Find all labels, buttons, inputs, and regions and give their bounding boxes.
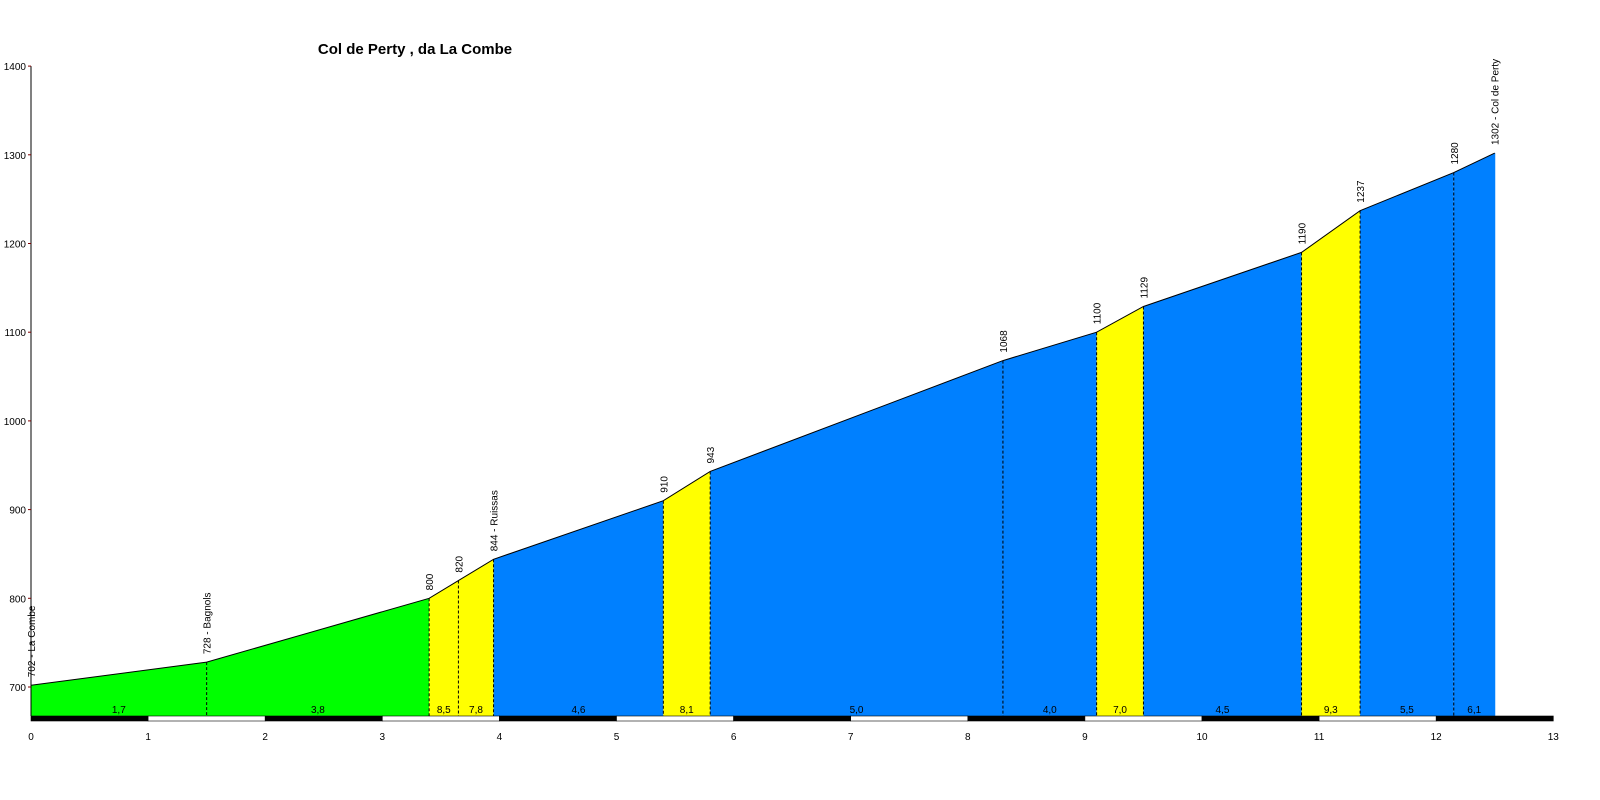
elevation-label-10: 1129: [1139, 277, 1150, 299]
segment-fill-10: [1143, 252, 1302, 716]
x-tick-label-11: 11: [1314, 732, 1325, 743]
gradient-label-2: 3,8: [311, 705, 325, 716]
gradient-label-3: 8,5: [437, 705, 451, 716]
y-axis: 700 800 900 1000 1100 1200 1300 1400: [4, 62, 32, 716]
segment-fill-6: [663, 471, 711, 716]
scale-bar-km-11: [1318, 715, 1437, 722]
scale-bar-km-2: [264, 715, 383, 722]
elevation-label-7: 943: [706, 446, 717, 463]
scale-bar-km-7: [850, 715, 969, 722]
x-tick-label-3: 3: [380, 732, 386, 743]
scale-bar-km-9: [1084, 715, 1203, 722]
segment-fill-4: [458, 559, 494, 716]
scale-bar-km-6: [733, 715, 851, 722]
y-tick-label-700: 700: [9, 683, 26, 694]
gradient-label-6: 8,1: [680, 705, 694, 716]
segment-fill-1: [31, 662, 207, 716]
segment-fill-5: [493, 500, 664, 716]
y-tick-label-1300: 1300: [4, 151, 27, 162]
segment-fills: [31, 153, 1495, 717]
x-tick-label-13: 13: [1548, 732, 1560, 743]
scale-bar-km-3: [381, 715, 500, 722]
x-tick-label-5: 5: [614, 732, 620, 743]
profile-line: [30, 152, 1495, 686]
scale-bar-km-12: [1435, 715, 1554, 722]
y-tick-label-1000: 1000: [4, 417, 27, 428]
chart-title: Col de Perty , da La Combe: [318, 41, 512, 58]
gradient-label-10: 4,5: [1216, 705, 1230, 716]
elevation-label-4: 820: [454, 555, 465, 572]
elevation-label-14: 1302 - Col de Perty: [1491, 59, 1502, 145]
scale-bar-km-5: [616, 715, 734, 722]
x-tick-label-6: 6: [731, 732, 737, 743]
y-tick-label-800: 800: [9, 594, 26, 605]
elevation-label-11: 1190: [1298, 222, 1309, 244]
y-tick-label-1200: 1200: [4, 240, 27, 251]
gradient-label-7: 5,0: [850, 705, 864, 716]
elevation-label-2: 728 - Bagnols: [203, 592, 214, 654]
elevation-label-9: 1100: [1093, 302, 1104, 324]
y-tick-label-1100: 1100: [4, 328, 26, 339]
scale-bar-km-4: [499, 715, 617, 722]
profile-outline: [30, 152, 1495, 686]
elevation-label-12: 1237: [1356, 180, 1367, 203]
gradient-label-5: 4,6: [571, 705, 585, 716]
x-tick-label-8: 8: [965, 732, 971, 743]
elevation-label-1: 702 - La Combe: [27, 605, 38, 677]
scale-bar-km-8: [967, 715, 1086, 722]
scale-bar-km-1: [147, 715, 266, 722]
x-tick-label-10: 10: [1196, 732, 1208, 743]
elevation-labels: 702 - La Combe 728 - Bagnols 800 820 844 - R…: [27, 59, 1502, 677]
segment-fill-7: [710, 360, 1003, 716]
x-tick-label-7: 7: [848, 732, 854, 743]
scale-bar-km-0: [30, 715, 149, 722]
elevation-label-5: 844 - Ruissas: [490, 490, 501, 551]
gradient-label-12: 5,5: [1400, 705, 1414, 716]
y-tick-label-1400: 1400: [4, 62, 27, 73]
segment-fill-11: [1301, 210, 1361, 716]
segment-fill-9: [1096, 306, 1144, 716]
segment-fill-12: [1360, 172, 1454, 717]
x-tick-label-0: 0: [28, 732, 34, 743]
gradient-label-1: 1,7: [112, 705, 126, 716]
gradient-label-11: 9,3: [1324, 705, 1338, 716]
elevation-label-13: 1280: [1450, 142, 1461, 165]
x-tick-label-9: 9: [1082, 732, 1088, 743]
elevation-label-8: 1068: [999, 330, 1010, 353]
segment-fill-8: [1002, 332, 1097, 716]
x-axis: 0 1 2 3 4 5 6 7 8 9 10 11 12 13: [28, 715, 1560, 743]
x-tick-label-1: 1: [145, 732, 151, 743]
gradient-label-8: 4,0: [1043, 705, 1057, 716]
elevation-label-3: 800: [425, 573, 436, 590]
x-tick-label-12: 12: [1431, 732, 1443, 743]
y-tick-label-900: 900: [9, 506, 26, 517]
elevation-label-6: 910: [659, 476, 670, 493]
gradient-labels: 1,7 3,8 8,5 7,8 4,6 8,1 5,0 4,0 7,0 4,5 9,3 5,5 6,1: [112, 705, 1482, 716]
gradient-label-9: 7,0: [1113, 705, 1127, 716]
segment-fill-2: [206, 598, 430, 716]
gradient-label-13: 6,1: [1467, 705, 1481, 716]
segment-separators: [206, 153, 1496, 716]
scale-bar-km-10: [1201, 715, 1320, 722]
gradient-label-4: 7,8: [469, 705, 483, 716]
segment-fill-13: [1453, 153, 1495, 716]
x-tick-label-2: 2: [262, 732, 268, 743]
segment-fill-3: [429, 580, 459, 716]
x-tick-label-4: 4: [497, 732, 503, 743]
